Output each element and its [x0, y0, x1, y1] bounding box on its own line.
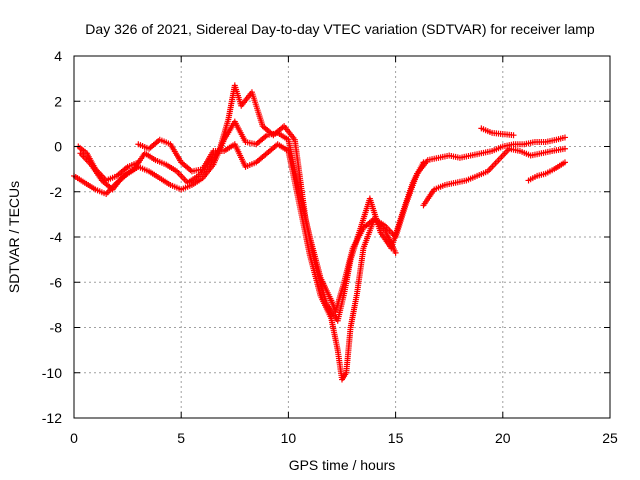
data-point [392, 249, 399, 256]
y-tick-label: -4 [50, 229, 63, 245]
y-tick-label: -8 [50, 320, 63, 336]
y-tick-label: -6 [50, 274, 63, 290]
y-tick-label: -2 [50, 184, 63, 200]
data-point [561, 159, 568, 166]
chart-title: Day 326 of 2021, Sidereal Day-to-day VTE… [85, 21, 595, 37]
x-tick-label: 15 [388, 430, 404, 446]
data-point [510, 132, 517, 139]
x-tick-label: 5 [177, 430, 185, 446]
x-axis-label: GPS time / hours [289, 457, 396, 473]
y-tick-label: 4 [54, 48, 62, 64]
grid-layer [74, 56, 610, 418]
data-point [561, 145, 568, 152]
y-axis-label: SDTVAR / TECUs [6, 181, 22, 293]
series-track-F [525, 159, 568, 184]
series-track-E [478, 125, 517, 139]
y-tick-labels: -12 -10 -8 -6 -4 -2 0 2 4 [42, 48, 62, 426]
x-tick-label: 20 [495, 430, 511, 446]
data-point [561, 134, 568, 141]
y-tick-label: -12 [42, 410, 62, 426]
y-tick-label: 2 [54, 93, 62, 109]
x-tick-labels: 0 5 10 15 20 25 [70, 430, 618, 446]
data-point [135, 159, 142, 166]
series-track-B [77, 82, 427, 324]
axis-ticks [73, 55, 611, 419]
series-track-G [75, 143, 142, 184]
y-tick-label: 0 [54, 139, 62, 155]
series-track-C [135, 136, 399, 383]
series-track-D [420, 145, 568, 209]
x-tick-label: 0 [70, 430, 78, 446]
y-tick-label: -10 [42, 365, 62, 381]
data-point [420, 159, 427, 166]
x-tick-label: 25 [602, 430, 618, 446]
x-tick-label: 10 [281, 430, 297, 446]
data-points [71, 82, 568, 383]
